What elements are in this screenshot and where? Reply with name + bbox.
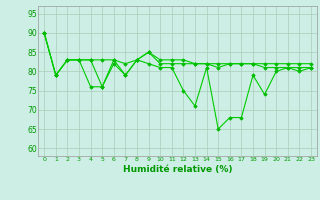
X-axis label: Humidité relative (%): Humidité relative (%) bbox=[123, 165, 232, 174]
